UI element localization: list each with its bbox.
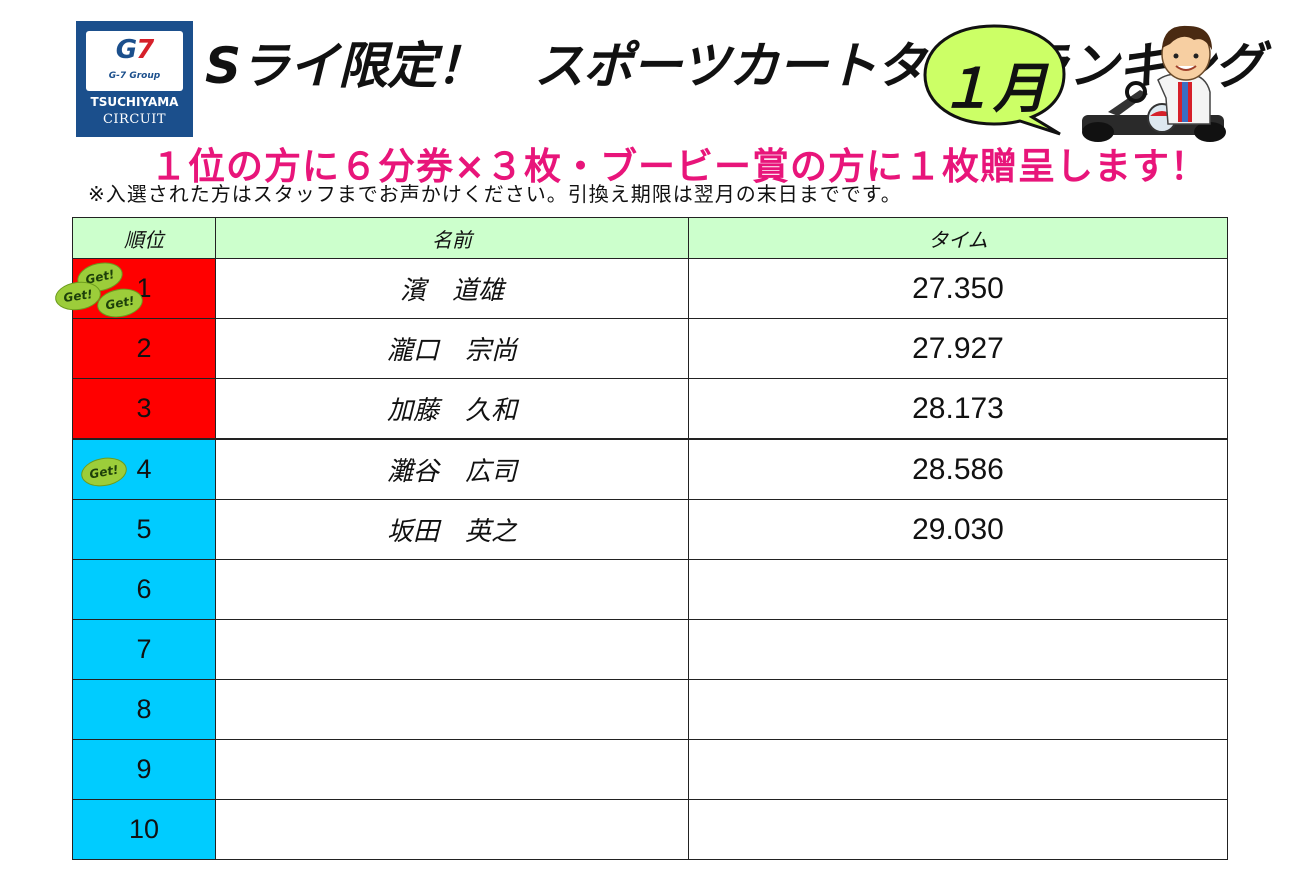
- redemption-note: ※入選された方はスタッフまでお声かけください。引換え期限は翌月の末日までです。: [88, 182, 902, 206]
- month-label: １月: [939, 57, 1047, 120]
- rank-cell: 8: [72, 679, 216, 740]
- rank-cell: 6: [72, 559, 216, 620]
- table-row: 9: [72, 739, 1228, 800]
- table-row: 2 瀧口 宗尚 27.927: [72, 318, 1228, 379]
- header-rank: 順位: [72, 217, 216, 259]
- name-cell: 加藤 久和: [215, 378, 689, 440]
- rank-cell: Get! Get! Get! 1: [53, 258, 216, 321]
- g7-group-label: G-7 Group: [108, 71, 161, 81]
- page-title: Sライ限定！ スポーツカートタイムランキング: [205, 37, 1264, 95]
- rank-cell: 10: [72, 799, 216, 860]
- header-time: タイム: [688, 217, 1228, 259]
- rank-cell: 9: [72, 739, 216, 800]
- month-speech-bubble: １月: [922, 22, 1072, 140]
- rank-cell: 5: [72, 499, 216, 560]
- name-cell: 灘谷 広司: [215, 438, 689, 500]
- table-row: 6: [72, 559, 1228, 620]
- time-cell: 28.586: [688, 438, 1228, 500]
- time-cell: [688, 799, 1228, 860]
- rank-cell: 2: [72, 318, 216, 379]
- table-row: 8: [72, 679, 1228, 740]
- name-cell: 坂田 英之: [215, 499, 689, 560]
- time-cell: [688, 559, 1228, 620]
- time-cell: [688, 739, 1228, 800]
- table-header-row: 順位 名前 タイム: [72, 217, 1228, 259]
- table-row: 10: [72, 799, 1228, 860]
- ranking-table: 順位 名前 タイム Get! Get! Get! 1 濱 道雄 27.350 2…: [53, 217, 1228, 860]
- table-row: Get! Get! Get! 1 濱 道雄 27.350: [53, 258, 1228, 321]
- name-cell: [215, 739, 689, 800]
- header-name: 名前: [215, 217, 689, 259]
- rank-number: 4: [136, 454, 152, 484]
- name-cell: 瀧口 宗尚: [215, 318, 689, 379]
- get-badge: Get!: [78, 454, 130, 490]
- table-row: Get! 4 灘谷 広司 28.586: [72, 438, 1228, 500]
- time-cell: 29.030: [688, 499, 1228, 560]
- rank-cell: 7: [72, 619, 216, 680]
- name-cell: [215, 799, 689, 860]
- speech-bubble-shape: [923, 24, 1066, 136]
- name-cell: 濱 道雄: [215, 258, 689, 319]
- time-cell: [688, 679, 1228, 740]
- name-cell: [215, 679, 689, 740]
- table-row: 7: [72, 619, 1228, 680]
- rank-cell: Get! 4: [72, 438, 216, 500]
- g7-mark: G7: [115, 35, 154, 65]
- tsuchiyama-circuit-logo: G7 G-7 Group TSUCHIYAMA CIRCUIT: [76, 21, 193, 137]
- table-row: 3 加藤 久和 28.173: [72, 378, 1228, 440]
- rank-cell: 3: [72, 378, 216, 440]
- promo-text: １位の方に６分券×３枚・ブービー賞の方に１枚贈呈します！: [150, 145, 1209, 188]
- table-row: 5 坂田 英之 29.030: [72, 499, 1228, 560]
- name-cell: [215, 559, 689, 620]
- logo-name-line1: TSUCHIYAMA: [90, 95, 179, 109]
- time-cell: [688, 619, 1228, 680]
- logo-name-line2: CIRCUIT: [102, 112, 167, 127]
- g7-logo-card: G7 G-7 Group: [86, 31, 183, 91]
- name-cell: [215, 619, 689, 680]
- time-cell: 27.927: [688, 318, 1228, 379]
- driver-mascot-illustration: [1078, 20, 1228, 146]
- time-cell: 27.350: [688, 258, 1228, 319]
- time-cell: 28.173: [688, 378, 1228, 440]
